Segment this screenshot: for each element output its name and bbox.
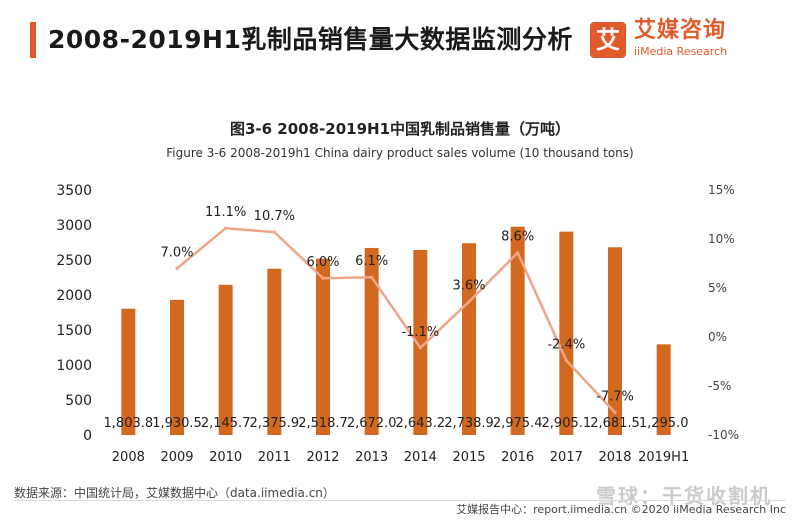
- growth-rate-point: [516, 251, 520, 255]
- chart-subtitle: Figure 3-6 2008-2019h1 China dairy produ…: [166, 146, 634, 160]
- growth-rate-label: -1.1%: [401, 325, 439, 340]
- bar: [559, 231, 574, 435]
- bar-value-label: 1,803.8: [104, 416, 154, 431]
- x-tick-label: 2019H1: [638, 450, 689, 465]
- growth-rate-point: [224, 226, 228, 230]
- x-tick-label: 2013: [355, 450, 388, 465]
- chart-title: 图3-6 2008-2019H1中国乳制品销售量（万吨）: [229, 120, 571, 138]
- bar-value-label: 2,681.5: [590, 416, 640, 431]
- bar-value-label: 2,975.4: [493, 416, 543, 431]
- x-tick-label: 2016: [501, 450, 534, 465]
- logo-text-en: iiMedia Research: [634, 45, 728, 58]
- growth-rate-point: [272, 230, 276, 234]
- y2-tick-label: -5%: [708, 379, 731, 393]
- bar-value-label: 2,905.1: [542, 416, 592, 431]
- growth-rate-label: -2.4%: [547, 338, 585, 353]
- growth-rate-point: [564, 358, 568, 363]
- growth-rate-label: 7.0%: [160, 245, 193, 260]
- y-tick-label: 0: [83, 428, 92, 444]
- data-source: 数据来源：中国统计局，艾媒数据中心（data.iimedia.cn）: [14, 486, 335, 500]
- growth-rate-label: 8.6%: [501, 230, 534, 245]
- y-tick-label: 2000: [56, 288, 92, 304]
- x-tick-label: 2008: [112, 450, 145, 465]
- growth-rate-point: [321, 276, 325, 280]
- x-tick-label: 2015: [452, 450, 485, 465]
- y-tick-label: 3500: [56, 183, 92, 199]
- page-title: 2008-2019H1乳制品销售量大数据监测分析: [48, 25, 573, 54]
- growth-rate-point: [613, 410, 617, 415]
- growth-rate-label: 6.1%: [355, 254, 388, 269]
- growth-rate-label: -7.7%: [596, 389, 634, 404]
- x-tick-label: 2011: [258, 450, 291, 465]
- logo-mark-icon: 艾: [590, 22, 626, 58]
- logo-text-cn: 艾媒咨询: [634, 18, 727, 43]
- y-tick-label: 1500: [56, 323, 92, 339]
- growth-rate-label: 10.7%: [254, 209, 295, 224]
- y-tick-label: 3000: [56, 218, 92, 234]
- y-tick-label: 1000: [56, 358, 92, 374]
- bar: [121, 308, 136, 435]
- y2-tick-label: 0%: [708, 330, 727, 344]
- growth-rate-point: [418, 346, 422, 350]
- y2-tick-label: -10%: [708, 428, 739, 442]
- bar: [170, 299, 184, 435]
- bar: [218, 284, 233, 435]
- x-tick-label: 2017: [550, 450, 583, 465]
- x-tick-label: 2010: [209, 450, 242, 465]
- watermark: 雪球：干货收割机: [596, 484, 772, 508]
- bar-value-label: 2,643.2: [396, 416, 446, 431]
- bar: [510, 226, 525, 435]
- bar: [316, 258, 330, 435]
- growth-rate-line: [176, 226, 616, 414]
- copyright-footer: 艾媒报告中心：report.iimedia.cn ©2020 iiMedia R…: [14, 500, 786, 519]
- y2-tick-label: 10%: [708, 232, 735, 246]
- growth-rate-label: 11.1%: [205, 205, 246, 220]
- growth-rate-label: 6.0%: [306, 255, 339, 270]
- bar-value-label: 2,518.7: [298, 416, 348, 431]
- bar-value-label: 2,738.9: [444, 416, 494, 431]
- bar-value-label: 1,930.5: [152, 416, 202, 431]
- bar: [413, 249, 428, 435]
- y-tick-label: 2500: [56, 253, 92, 269]
- x-tick-label: 2018: [598, 450, 631, 465]
- y2-tick-label: 15%: [708, 183, 735, 197]
- iimedia-logo: 艾 艾媒咨询 iiMedia Research: [590, 18, 780, 64]
- bar-value-label: 2,375.9: [250, 416, 300, 431]
- growth-rate-point: [175, 266, 179, 270]
- bar: [267, 268, 282, 435]
- bar-value-label: 2,672.0: [347, 416, 397, 431]
- title-accent-bar: [30, 22, 36, 58]
- bar: [462, 243, 476, 435]
- bar-value-label: 1,295.0: [639, 416, 689, 431]
- bar: [608, 247, 622, 435]
- y2-tick-label: 5%: [708, 281, 727, 295]
- y-tick-label: 500: [65, 393, 92, 409]
- growth-rate-label: 3.6%: [452, 279, 485, 294]
- growth-rate-point: [370, 275, 374, 279]
- x-tick-label: 2009: [160, 450, 193, 465]
- bar: [656, 344, 671, 435]
- bar: [364, 247, 379, 435]
- x-tick-label: 2012: [306, 450, 339, 465]
- growth-rate-point: [467, 300, 471, 304]
- bar-value-label: 2,145.7: [201, 416, 251, 431]
- x-tick-label: 2014: [404, 450, 437, 465]
